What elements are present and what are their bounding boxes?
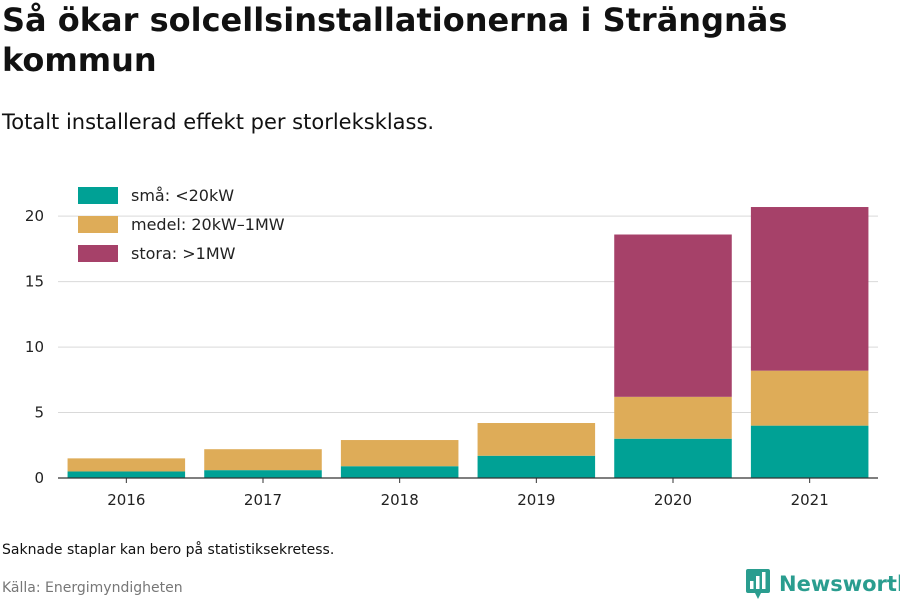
bar-2018-series-1 xyxy=(340,440,459,467)
bar-2020-series-0 xyxy=(614,438,732,478)
y-tick-label: 15 xyxy=(25,273,44,291)
x-tick-label: 2021 xyxy=(791,491,829,509)
bar-2016-series-0 xyxy=(67,471,186,478)
bar-2017-series-0 xyxy=(204,470,322,478)
footnote: Saknade staplar kan bero på statistiksek… xyxy=(2,542,335,558)
bar-2019-series-1 xyxy=(477,423,596,456)
chart-subtitle: Totalt installerad effekt per storlekskl… xyxy=(2,110,435,134)
legend-swatch xyxy=(78,187,118,204)
y-tick-label: 10 xyxy=(25,338,44,356)
gridlines xyxy=(58,215,878,414)
bar-2016-series-1 xyxy=(67,458,186,472)
x-tick-label: 2016 xyxy=(107,491,145,509)
bar-2019-series-0 xyxy=(477,455,596,478)
legend-label: små: <20kW xyxy=(131,186,234,205)
bar-2020-series-1 xyxy=(614,396,732,439)
bar-2020-series-2 xyxy=(614,234,732,397)
source-credit: Källa: Energimyndigheten xyxy=(2,580,183,596)
y-tick-label: 5 xyxy=(34,404,44,422)
legend-label: medel: 20kW–1MW xyxy=(131,215,285,234)
stacked-bar-chart: 0 5 10 15 20 2016 2017 2018 2019 2020 2021 små: <2… xyxy=(25,186,878,509)
legend-label: stora: >1MW xyxy=(131,244,236,263)
y-tick-label: 0 xyxy=(34,469,44,487)
bar-2017-series-1 xyxy=(204,449,322,471)
legend-swatch xyxy=(78,216,118,233)
x-tick-label: 2020 xyxy=(654,491,692,509)
x-tick-label: 2019 xyxy=(517,491,555,509)
bar-2021-series-2 xyxy=(750,207,869,371)
bar-2021-series-0 xyxy=(750,425,869,478)
brand-name: Newsworthy xyxy=(779,572,900,596)
bar-2021-series-1 xyxy=(750,370,869,426)
axes: 0 5 10 15 20 2016 2017 2018 2019 2020 2021 xyxy=(25,207,878,509)
brand-logo: Newsworthy xyxy=(745,567,900,601)
legend: små: <20kW medel: 20kW–1MW stora: >1MW xyxy=(78,186,285,263)
bar-2018-series-0 xyxy=(340,466,459,478)
bars xyxy=(67,207,869,478)
x-tick-label: 2017 xyxy=(244,491,282,509)
x-tick-label: 2018 xyxy=(381,491,419,509)
chart-title: Så ökar solcellsinstallationerna i Strän… xyxy=(2,1,788,79)
bar-chart-pin-icon xyxy=(746,569,770,599)
y-tick-label: 20 xyxy=(25,207,44,225)
legend-swatch xyxy=(78,245,118,262)
